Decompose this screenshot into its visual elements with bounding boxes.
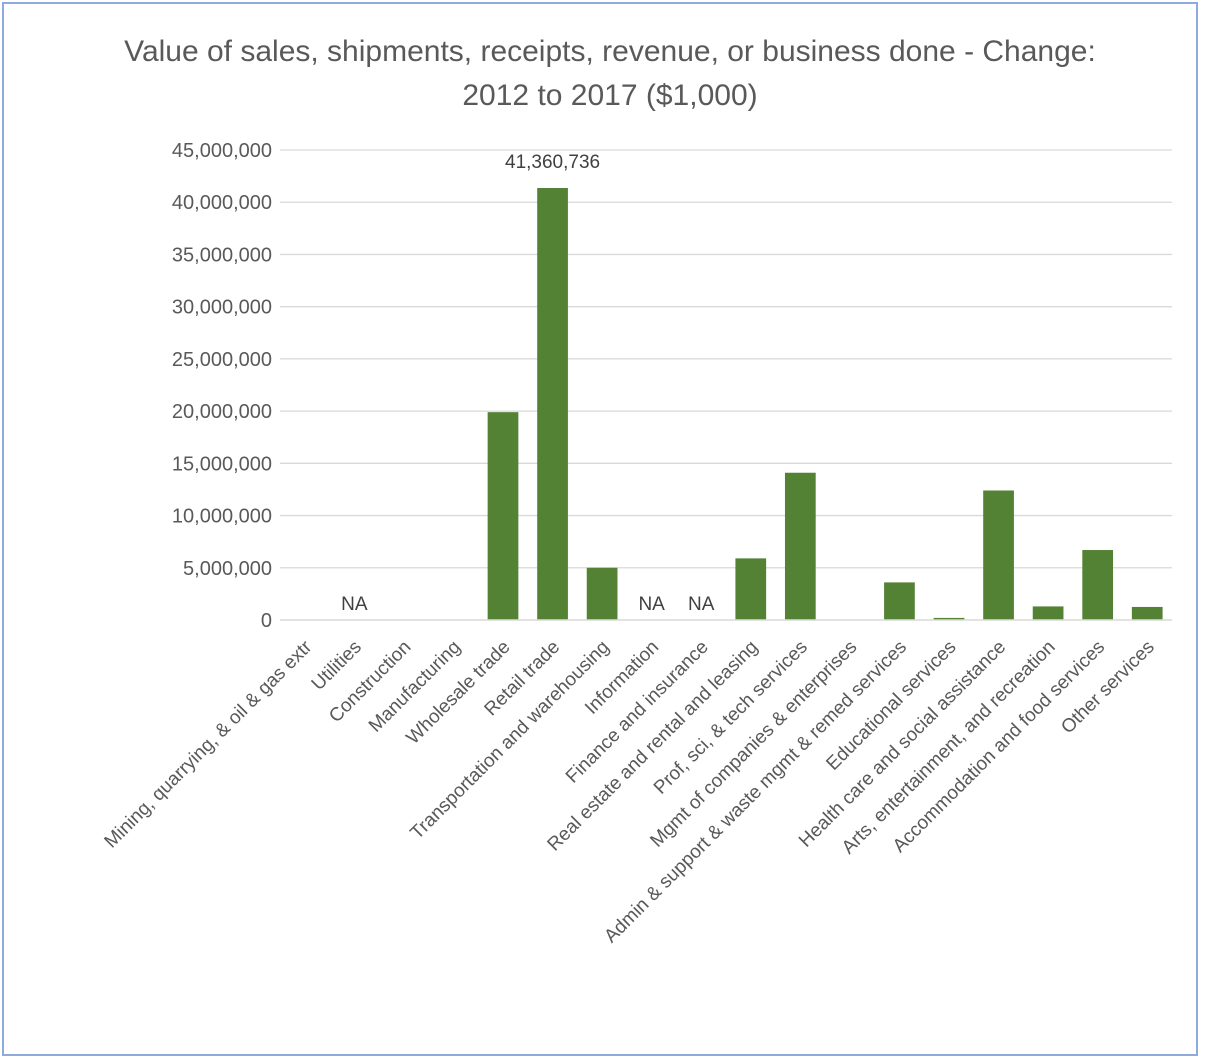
data-label: NA (638, 594, 665, 615)
y-axis-ticks: 0 5,000,000 10,000,000 15,000,000 20,000,000… (172, 140, 272, 632)
data-labels: NA 41,360,736 NA NA (341, 152, 715, 615)
data-label: NA (341, 594, 368, 615)
bar (983, 490, 1014, 620)
bar (586, 567, 618, 620)
y-tick-label: 45,000,000 (172, 140, 272, 162)
y-tick-label: 15,000,000 (172, 453, 272, 475)
category-labels: Mining, quarrying, & oil & gas extrUtili… (101, 636, 1159, 947)
bar (735, 558, 767, 620)
bar (1131, 606, 1163, 620)
y-tick-label: 30,000,000 (172, 297, 272, 319)
bar (784, 472, 816, 620)
bar (537, 188, 568, 621)
data-label: 41,360,736 (505, 152, 600, 173)
y-tick-label: 5,000,000 (183, 558, 272, 580)
bar (1082, 550, 1114, 620)
y-tick-label: 35,000,000 (172, 244, 272, 266)
gridlines (280, 149, 1172, 569)
chart-title: Value of sales, shipments, receipts, rev… (124, 35, 1096, 112)
bar (933, 617, 965, 620)
bar (884, 582, 915, 620)
y-tick-label: 25,000,000 (172, 349, 272, 371)
bar (487, 412, 519, 620)
bar (1032, 606, 1064, 620)
data-label: NA (688, 594, 715, 615)
bars (487, 188, 1163, 621)
category-label: Mining, quarrying, & oil & gas extr (101, 636, 317, 852)
y-tick-label: 10,000,000 (172, 506, 272, 528)
y-tick-label: 0 (261, 610, 272, 632)
y-tick-label: 40,000,000 (172, 192, 272, 214)
y-tick-label: 20,000,000 (172, 401, 272, 423)
